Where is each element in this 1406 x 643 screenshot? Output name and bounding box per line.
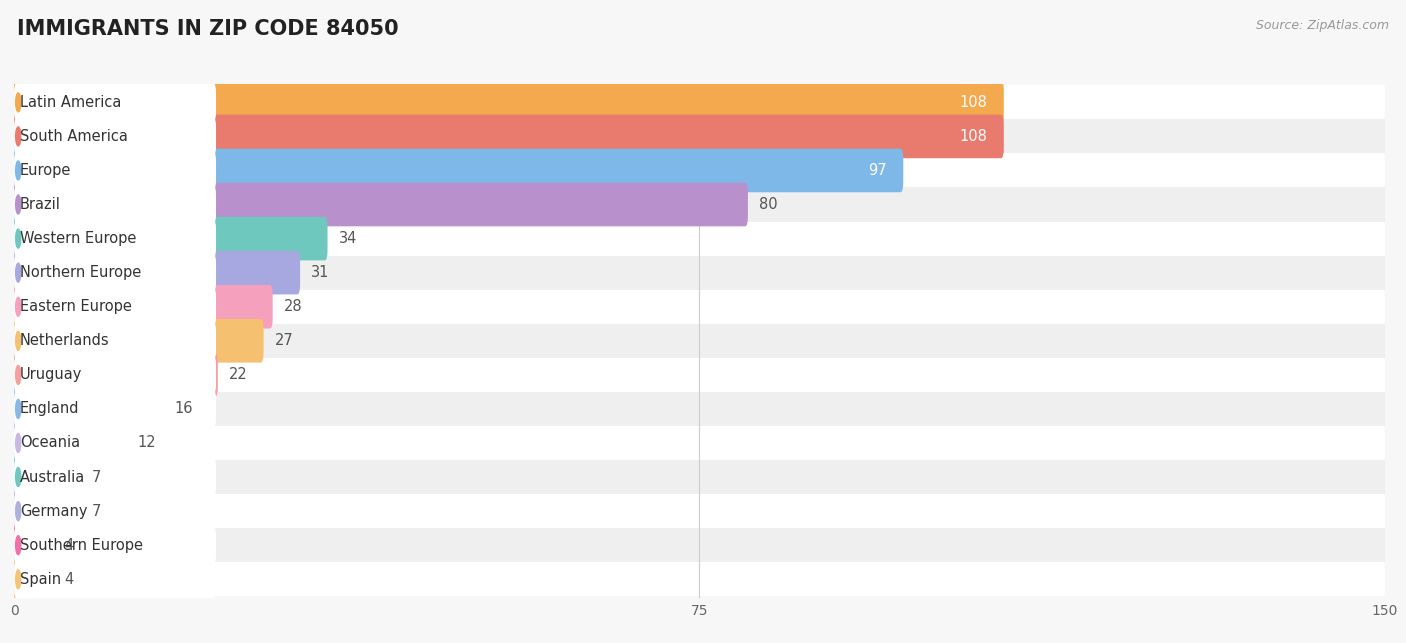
Bar <box>14 120 1385 154</box>
FancyBboxPatch shape <box>11 80 1004 124</box>
Circle shape <box>15 93 21 112</box>
Text: IMMIGRANTS IN ZIP CODE 84050: IMMIGRANTS IN ZIP CODE 84050 <box>17 19 398 39</box>
FancyBboxPatch shape <box>14 219 217 258</box>
Text: Northern Europe: Northern Europe <box>20 265 142 280</box>
Text: 16: 16 <box>174 401 193 417</box>
Text: Southern Europe: Southern Europe <box>20 538 143 553</box>
FancyBboxPatch shape <box>11 217 328 260</box>
Text: Eastern Europe: Eastern Europe <box>20 299 132 314</box>
Text: 97: 97 <box>869 163 887 178</box>
Bar <box>14 290 1385 324</box>
FancyBboxPatch shape <box>14 287 217 326</box>
Text: 22: 22 <box>229 367 247 383</box>
FancyBboxPatch shape <box>14 492 217 530</box>
Circle shape <box>15 365 21 385</box>
Bar <box>14 324 1385 358</box>
Bar <box>14 222 1385 256</box>
Text: South America: South America <box>20 129 128 144</box>
Text: 27: 27 <box>274 333 294 349</box>
FancyBboxPatch shape <box>11 557 53 601</box>
Circle shape <box>15 229 21 248</box>
FancyBboxPatch shape <box>14 424 217 462</box>
Text: Netherlands: Netherlands <box>20 333 110 349</box>
Text: 34: 34 <box>339 231 357 246</box>
FancyBboxPatch shape <box>11 455 80 499</box>
Circle shape <box>15 467 21 487</box>
Text: 28: 28 <box>284 299 302 314</box>
Text: England: England <box>20 401 80 417</box>
Bar <box>14 426 1385 460</box>
Text: Oceania: Oceania <box>20 435 80 451</box>
Bar <box>14 494 1385 528</box>
Circle shape <box>15 127 21 146</box>
FancyBboxPatch shape <box>14 390 217 428</box>
FancyBboxPatch shape <box>11 523 53 567</box>
FancyBboxPatch shape <box>14 356 217 394</box>
Text: 7: 7 <box>91 503 101 519</box>
FancyBboxPatch shape <box>14 560 217 599</box>
FancyBboxPatch shape <box>14 117 217 156</box>
FancyBboxPatch shape <box>14 526 217 565</box>
Text: 7: 7 <box>91 469 101 485</box>
Text: Source: ZipAtlas.com: Source: ZipAtlas.com <box>1256 19 1389 32</box>
Text: 4: 4 <box>65 538 73 553</box>
Text: Germany: Germany <box>20 503 87 519</box>
Text: Uruguay: Uruguay <box>20 367 83 383</box>
FancyBboxPatch shape <box>11 183 748 226</box>
Bar <box>14 188 1385 222</box>
Bar <box>14 358 1385 392</box>
Circle shape <box>15 331 21 350</box>
FancyBboxPatch shape <box>11 387 163 431</box>
Bar <box>14 256 1385 290</box>
Circle shape <box>15 297 21 316</box>
Circle shape <box>15 536 21 555</box>
FancyBboxPatch shape <box>14 185 217 224</box>
Text: 12: 12 <box>138 435 156 451</box>
Text: Latin America: Latin America <box>20 95 121 110</box>
Text: Spain: Spain <box>20 572 62 587</box>
Text: Australia: Australia <box>20 469 86 485</box>
Bar <box>14 460 1385 494</box>
Text: 108: 108 <box>959 129 987 144</box>
FancyBboxPatch shape <box>11 489 80 533</box>
Bar <box>14 154 1385 188</box>
Text: Europe: Europe <box>20 163 72 178</box>
FancyBboxPatch shape <box>11 319 263 363</box>
Bar <box>14 562 1385 596</box>
FancyBboxPatch shape <box>14 83 217 122</box>
FancyBboxPatch shape <box>14 458 217 496</box>
Circle shape <box>15 433 21 453</box>
FancyBboxPatch shape <box>14 253 217 292</box>
Text: 4: 4 <box>65 572 73 587</box>
FancyBboxPatch shape <box>11 285 273 329</box>
FancyBboxPatch shape <box>14 322 217 360</box>
Text: Western Europe: Western Europe <box>20 231 136 246</box>
Circle shape <box>15 263 21 282</box>
FancyBboxPatch shape <box>11 149 903 192</box>
FancyBboxPatch shape <box>11 421 127 465</box>
Text: 31: 31 <box>311 265 329 280</box>
Circle shape <box>15 161 21 180</box>
FancyBboxPatch shape <box>14 151 217 190</box>
Text: Brazil: Brazil <box>20 197 60 212</box>
FancyBboxPatch shape <box>11 114 1004 158</box>
Circle shape <box>15 502 21 521</box>
Circle shape <box>15 195 21 214</box>
Bar <box>14 528 1385 562</box>
Bar <box>14 86 1385 120</box>
Text: 80: 80 <box>759 197 778 212</box>
Circle shape <box>15 570 21 589</box>
FancyBboxPatch shape <box>11 353 218 397</box>
FancyBboxPatch shape <box>11 251 299 294</box>
Text: 108: 108 <box>959 95 987 110</box>
Circle shape <box>15 399 21 419</box>
Bar <box>14 392 1385 426</box>
